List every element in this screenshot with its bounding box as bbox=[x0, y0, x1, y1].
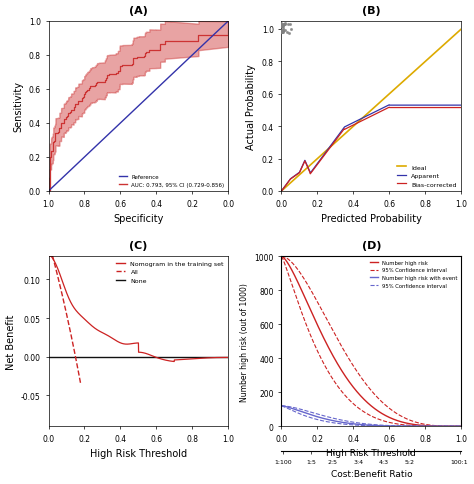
Bias-corrected bbox=[376, 110, 382, 116]
Ideal bbox=[376, 101, 382, 107]
Line: Ideal: Ideal bbox=[282, 30, 461, 192]
Bias-corrected bbox=[427, 106, 432, 111]
Point bbox=[287, 26, 294, 34]
Bias-corrected bbox=[386, 106, 392, 111]
Point bbox=[278, 30, 286, 37]
Point bbox=[287, 21, 294, 29]
Point bbox=[285, 30, 293, 38]
Ideal bbox=[364, 112, 370, 118]
Ideal bbox=[365, 111, 371, 117]
Point bbox=[278, 23, 286, 31]
Point bbox=[278, 28, 285, 36]
Y-axis label: Sensitivity: Sensitivity bbox=[13, 81, 23, 132]
Legend: Number high risk, 95% Confidence interval, Number high risk with event, 95% Conf: Number high risk, 95% Confidence interva… bbox=[369, 259, 459, 289]
Point bbox=[279, 23, 286, 30]
Title: (D): (D) bbox=[362, 241, 381, 250]
Point bbox=[279, 28, 286, 35]
Bias-corrected bbox=[279, 189, 284, 195]
Legend: Ideal, Apparent, Bias-corrected: Ideal, Apparent, Bias-corrected bbox=[396, 164, 458, 188]
Point bbox=[278, 28, 286, 36]
Legend: Nomogram in the training set, All, None: Nomogram in the training set, All, None bbox=[115, 260, 225, 285]
Point bbox=[281, 21, 288, 29]
Point bbox=[279, 23, 287, 30]
Ideal bbox=[426, 56, 432, 62]
Apparent bbox=[458, 103, 464, 109]
Title: (C): (C) bbox=[129, 241, 147, 250]
Y-axis label: Net Benefit: Net Benefit bbox=[6, 314, 16, 369]
Point bbox=[282, 21, 289, 29]
Y-axis label: Actual Probability: Actual Probability bbox=[246, 64, 256, 150]
Apparent bbox=[386, 103, 392, 109]
Apparent bbox=[376, 108, 382, 114]
Point bbox=[278, 23, 285, 31]
Bias-corrected bbox=[458, 106, 464, 111]
X-axis label: High Risk Threshold: High Risk Threshold bbox=[90, 449, 187, 458]
Point bbox=[283, 29, 291, 37]
Point bbox=[282, 20, 289, 28]
Point bbox=[278, 29, 285, 36]
Bias-corrected bbox=[386, 105, 392, 111]
Point bbox=[278, 21, 285, 29]
X-axis label: Predicted Probability: Predicted Probability bbox=[321, 214, 422, 224]
Ideal bbox=[458, 27, 464, 33]
X-axis label: Cost:Benefit Ratio: Cost:Benefit Ratio bbox=[330, 469, 412, 479]
Apparent bbox=[427, 103, 432, 109]
Point bbox=[284, 21, 292, 29]
Point bbox=[279, 25, 286, 32]
Point bbox=[279, 27, 286, 34]
Point bbox=[279, 29, 286, 37]
Title: (A): (A) bbox=[129, 5, 148, 15]
Point bbox=[282, 27, 289, 34]
X-axis label: High Risk Threshold: High Risk Threshold bbox=[327, 449, 416, 457]
Apparent bbox=[279, 189, 284, 195]
Bias-corrected bbox=[364, 116, 370, 122]
X-axis label: Specificity: Specificity bbox=[113, 214, 164, 224]
Point bbox=[280, 22, 287, 30]
Apparent bbox=[364, 114, 370, 120]
Point bbox=[279, 27, 287, 35]
Ideal bbox=[279, 189, 284, 195]
Title: (B): (B) bbox=[362, 5, 381, 15]
Bias-corrected bbox=[455, 106, 460, 111]
Point bbox=[278, 23, 285, 30]
Point bbox=[278, 28, 285, 35]
Line: Apparent: Apparent bbox=[282, 106, 461, 192]
Apparent bbox=[386, 103, 392, 108]
Apparent bbox=[455, 103, 460, 109]
Point bbox=[278, 20, 285, 28]
Point bbox=[280, 21, 287, 29]
Ideal bbox=[386, 92, 392, 98]
Ideal bbox=[454, 31, 460, 37]
Legend: Reference, AUC: 0.793, 95% CI (0.729-0.856): Reference, AUC: 0.793, 95% CI (0.729-0.8… bbox=[118, 174, 226, 189]
Point bbox=[278, 29, 285, 37]
Point bbox=[279, 21, 286, 29]
Y-axis label: Number high risk (out of 1000): Number high risk (out of 1000) bbox=[240, 282, 249, 401]
Apparent bbox=[365, 113, 371, 119]
Line: Bias-corrected: Bias-corrected bbox=[282, 108, 461, 192]
Bias-corrected bbox=[365, 116, 371, 121]
